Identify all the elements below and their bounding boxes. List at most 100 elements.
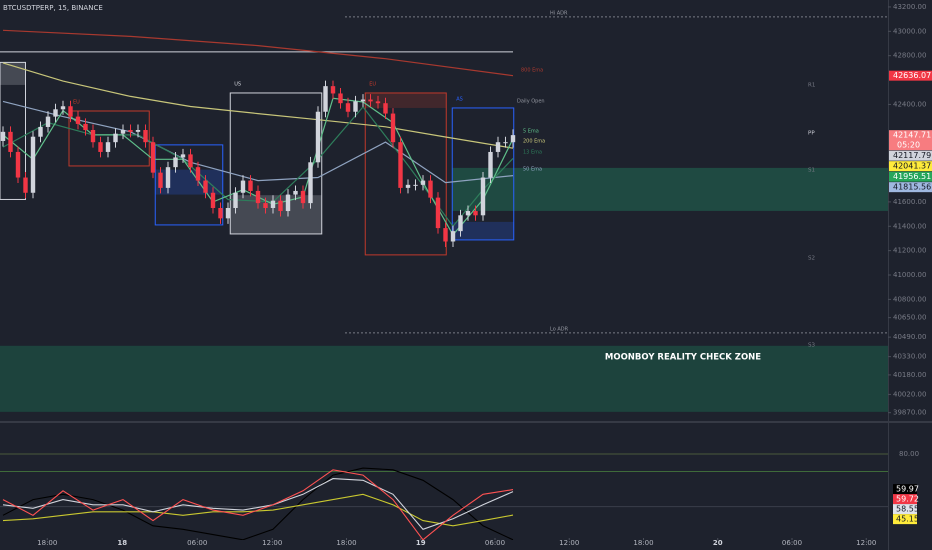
- osc-tag: [893, 504, 917, 515]
- line-label: 200 Ema: [523, 139, 545, 145]
- candle-body: [143, 130, 148, 143]
- osc-line: [2, 493, 514, 527]
- countdown: 05:20: [897, 141, 920, 150]
- candle-body: [375, 101, 381, 104]
- y-tick-label: 40800.00: [893, 295, 926, 303]
- candle-body: [90, 130, 96, 143]
- y-tick-label: 40180.00: [893, 371, 926, 379]
- candle-body: [53, 109, 58, 117]
- osc-tag: [893, 514, 917, 525]
- candle-body: [270, 200, 276, 208]
- level-label: Daily Open: [517, 98, 545, 104]
- y-tick-label: 43200.00: [893, 3, 926, 11]
- indicator-pane: [0, 453, 888, 540]
- candle-body: [435, 197, 441, 229]
- session-box: [68, 110, 150, 167]
- candle-body: [60, 106, 66, 110]
- pivot-label: R1: [808, 82, 815, 88]
- candle-body: [398, 142, 403, 188]
- candle-body: [38, 126, 43, 137]
- candle-body: [158, 172, 163, 188]
- line-label: 800 Ema: [521, 68, 543, 74]
- candle-body: [83, 123, 88, 131]
- candle-body: [135, 130, 141, 132]
- axes: 43200.00 43000.00 42800.00 42400.00 41600.00…: [37, 3, 932, 547]
- candle-body: [195, 167, 201, 181]
- candle-body: [323, 86, 328, 112]
- chart-title: BTCUSDTPERP, 15, BINANCE: [3, 4, 103, 12]
- box-label: US: [234, 81, 241, 87]
- pivot-label: S2: [808, 255, 815, 261]
- box-label: AS: [456, 96, 463, 102]
- session-box: [154, 144, 224, 226]
- pivot-label: PP: [808, 130, 815, 136]
- x-tick-label: 12:00: [262, 539, 282, 547]
- pivot-label: S3: [808, 342, 815, 348]
- candle-body: [30, 136, 36, 193]
- candle-body: [383, 103, 388, 114]
- candle-body: [263, 203, 268, 208]
- candle-body: [68, 106, 73, 117]
- x-tick-label: 18: [117, 539, 127, 547]
- candle-body: [23, 177, 28, 193]
- y-tick-label: 40490.00: [893, 333, 926, 341]
- osc-tag-label: 59.97: [896, 485, 919, 494]
- zone: [0, 345, 888, 412]
- line-label: 13 Ema: [523, 150, 542, 156]
- price-tag-label: 42041.37: [893, 162, 931, 171]
- candle-body: [248, 180, 253, 191]
- session-box: [451, 107, 515, 241]
- osc-tag-label: 59.72: [896, 495, 919, 504]
- y-tick-label: 42400.00: [893, 100, 926, 108]
- price-tag-label: 41956.51: [893, 172, 931, 181]
- candle-body: [98, 142, 103, 152]
- box-fill: [230, 195, 322, 234]
- y-tick-label: 41000.00: [893, 271, 926, 279]
- candle-body: [510, 135, 516, 143]
- zone-label: MOONBOY REALITY CHECK ZONE: [605, 352, 761, 362]
- osc-tag: [893, 494, 917, 505]
- candle-body: [203, 180, 208, 193]
- ema-line: [2, 29, 514, 77]
- candle-body: [368, 99, 373, 102]
- price-pane: MOONBOY REALITY CHECK ZONE EU US EU AS Hi ADR…: [0, 10, 888, 412]
- candle-body: [128, 130, 133, 132]
- ema-line: [2, 62, 514, 149]
- session-box: [229, 92, 323, 235]
- y-tick-label: 42800.00: [893, 52, 926, 60]
- x-tick-label: 06:00: [187, 539, 207, 547]
- zone: [452, 167, 888, 211]
- candle-body: [465, 211, 471, 216]
- price-tag-label: 42117.79: [893, 151, 931, 160]
- candle-body: [420, 180, 426, 185]
- x-tick-label: 06:00: [485, 539, 505, 547]
- osc-tick-label: 80.00: [899, 450, 919, 458]
- candle-body: [450, 231, 456, 242]
- box-label: EU: [73, 100, 80, 106]
- level-label: Hi ADR: [550, 10, 568, 16]
- candle-body: [105, 142, 111, 152]
- price-tag-label: 42636.07: [893, 71, 931, 80]
- candle-body: [225, 207, 231, 219]
- price-tag-label: 42147.71: [893, 131, 931, 140]
- price-tag: [889, 150, 932, 161]
- x-tick-label: 12:00: [856, 539, 876, 547]
- level-label: Lo ADR: [550, 326, 569, 332]
- candle-body: [315, 111, 321, 163]
- price-tag-label: 41815.56: [893, 183, 931, 192]
- candle-body: [428, 180, 433, 198]
- candle-body: [405, 184, 411, 188]
- candle-body: [285, 194, 291, 212]
- candle-body: [210, 192, 216, 208]
- candle-body: [300, 190, 306, 204]
- x-tick-label: 18:00: [336, 539, 356, 547]
- candle-body: [488, 151, 493, 178]
- x-tick-label: 12:00: [559, 539, 579, 547]
- y-tick-label: 41600.00: [893, 198, 926, 206]
- price-tag: [889, 182, 932, 193]
- candle-body: [233, 192, 238, 208]
- y-tick-label: 41400.00: [893, 222, 926, 230]
- line-label: 50 Ema: [523, 167, 542, 173]
- x-tick-label: 20: [713, 539, 723, 547]
- osc-line: [2, 469, 514, 540]
